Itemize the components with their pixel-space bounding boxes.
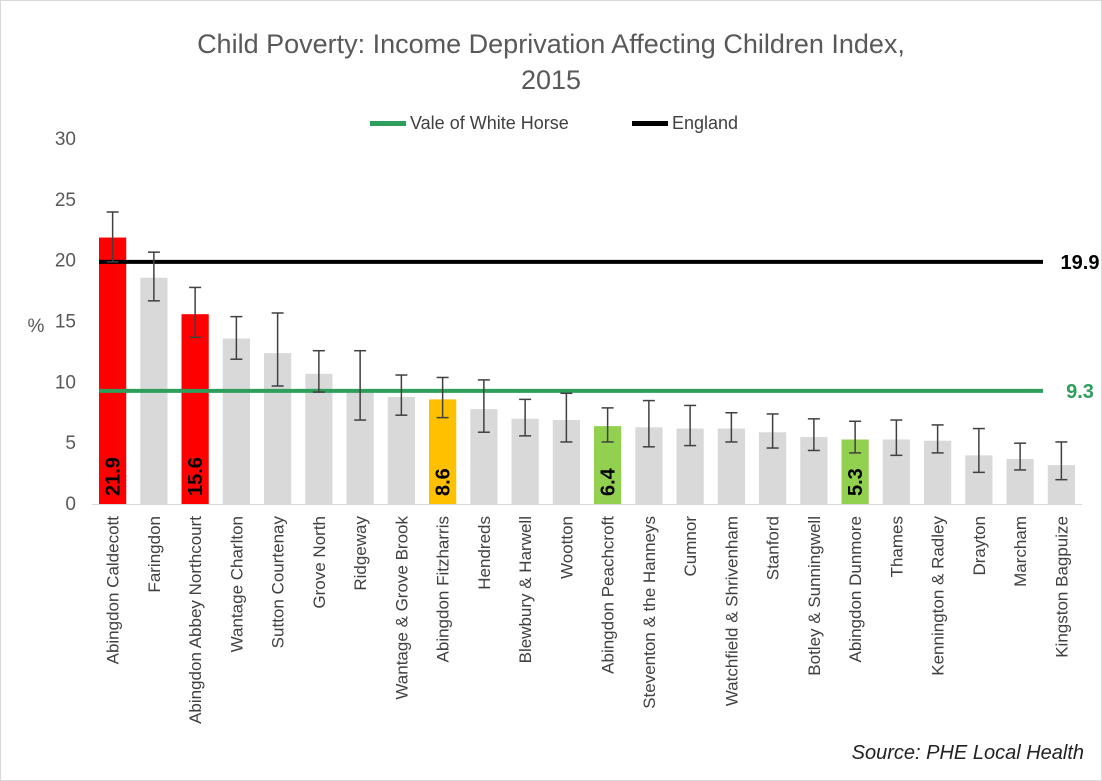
x-tick-label: Wantage Charlton: [227, 516, 246, 652]
chart-title-line-1: Child Poverty: Income Deprivation Affect…: [197, 29, 905, 59]
y-tick-label: 30: [55, 129, 76, 150]
x-tick-label: Cumnor: [681, 516, 700, 577]
bar-value-label: 21.9: [103, 457, 125, 496]
bar: [305, 373, 333, 504]
legend-label-england: England: [672, 112, 739, 133]
x-tick-label: Wantage & Grove Brook: [392, 516, 411, 700]
x-tick-label: Abingdon Peachcroft: [599, 516, 618, 674]
y-tick-label: 15: [55, 312, 76, 333]
y-tick-label: 5: [65, 433, 76, 454]
reference-line-label: 19.9: [1061, 252, 1100, 274]
x-tick-label: Hendreds: [475, 516, 494, 590]
x-tick-label: Steventon & the Hanneys: [640, 516, 659, 709]
x-axis: Abingdon Caldecott Faringdon Abingdon Abbe…: [92, 504, 1082, 724]
legend-swatch-england: [632, 120, 668, 126]
error-bars: [106, 211, 1068, 481]
legend-label-vale: Vale of White Horse: [410, 112, 569, 133]
x-tick-label: Wootton: [557, 516, 576, 579]
bar-value-label: 15.6: [185, 457, 207, 496]
y-tick-label: 20: [55, 251, 76, 272]
y-tick-label: 25: [55, 190, 76, 211]
x-tick-label: Faringdon: [145, 516, 164, 593]
y-tick-label: 10: [55, 372, 76, 393]
y-axis: 0 5 10 15 20 25 30: [55, 129, 76, 515]
chart-legend: Vale of White Horse England: [0, 108, 1102, 138]
chart-title: Child Poverty: Income Deprivation Affect…: [0, 26, 1102, 98]
bar-labels: 21.9 15.6 8.6 6.4 5.3: [103, 457, 868, 496]
legend-item-england: England: [632, 108, 738, 138]
bar: [181, 314, 209, 504]
x-tick-label: Grove North: [310, 516, 329, 609]
bar-value-label: 5.3: [845, 468, 867, 496]
bar-value-label: 6.4: [598, 467, 620, 496]
bar-value-label: 8.6: [433, 468, 455, 496]
reference-line-label: 9.3: [1066, 381, 1094, 403]
x-tick-label: Blewbury & Harwell: [516, 516, 535, 663]
y-axis-label: %: [28, 316, 45, 337]
x-tick-label: Abingdon Abbey Northcourt: [186, 516, 205, 724]
chart-title-line-2: 2015: [520, 65, 582, 95]
x-tick-label: Abingdon Caldecott: [104, 516, 123, 665]
x-tick-label: Watchfield & Shrivenham: [722, 516, 741, 706]
x-tick-label: Drayton: [970, 516, 989, 576]
x-tick-label: Thames: [887, 516, 906, 577]
bars: [99, 237, 1075, 505]
x-tick-label: Kennington & Radley: [929, 516, 948, 676]
x-tick-label: Abingdon Dunmore: [846, 516, 865, 662]
x-tick-label: Kingston Bagpuize: [1052, 516, 1071, 658]
bar: [222, 338, 250, 504]
legend-item-vale: Vale of White Horse: [370, 108, 569, 138]
x-tick-label: Sutton Courtenay: [269, 516, 288, 649]
x-tick-label: Stanford: [764, 516, 783, 580]
y-tick-label: 0: [65, 494, 76, 515]
x-tick-label: Ridgeway: [351, 516, 370, 591]
reference-lines: 9.3 19.9: [99, 252, 1099, 403]
x-tick-label: Marcham: [1011, 516, 1030, 587]
legend-swatch-vale: [370, 120, 406, 126]
x-tick-label: Botley & Sunningwell: [805, 516, 824, 676]
bar: [99, 237, 127, 505]
source-note: Source: PHE Local Health: [851, 742, 1084, 764]
x-tick-label: Abingdon Fitzharris: [434, 516, 453, 662]
